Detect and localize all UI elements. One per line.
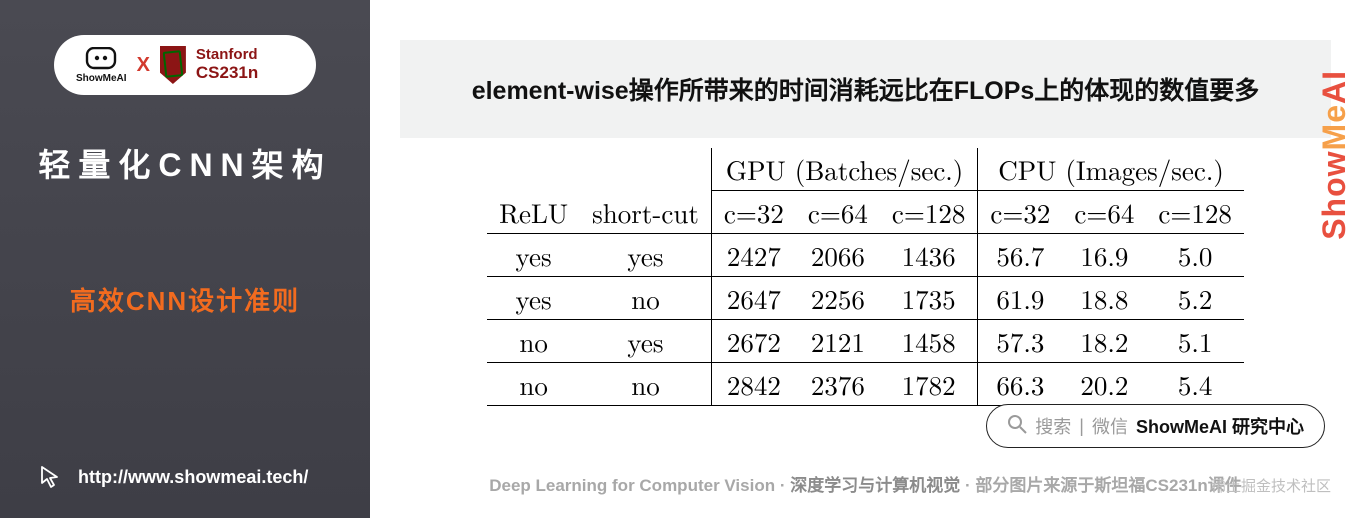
stanford-line2: CS231n bbox=[196, 64, 258, 83]
group-gpu: GPU (Batches/sec.) bbox=[711, 148, 978, 191]
table-cell: 56.7 bbox=[978, 234, 1063, 277]
badge-separator: X bbox=[137, 54, 150, 77]
table-cell: 1735 bbox=[880, 277, 978, 320]
table-cell: 5.1 bbox=[1146, 320, 1244, 363]
table-cell: 57.3 bbox=[978, 320, 1063, 363]
cursor-icon bbox=[38, 464, 64, 490]
table-cell: 2066 bbox=[796, 234, 880, 277]
table-cell: yes bbox=[580, 234, 711, 277]
search-prefix: 搜索 bbox=[1035, 413, 1071, 439]
stanford-shield-icon bbox=[160, 46, 186, 84]
showmeai-logo: ShowMeAI bbox=[76, 47, 127, 84]
caption-dot1: · bbox=[780, 476, 786, 495]
table-cell: 1458 bbox=[880, 320, 978, 363]
table-cell: 5.2 bbox=[1146, 277, 1244, 320]
table-row: yesyes24272066143656.716.95.0 bbox=[487, 234, 1244, 277]
table-cell: 18.2 bbox=[1062, 320, 1146, 363]
sidebar-heading-main: 轻量化CNN架构 bbox=[0, 140, 370, 186]
col-cpu-32: c=32 bbox=[978, 191, 1063, 234]
footer-link[interactable]: http://www.showmeai.tech/ bbox=[38, 464, 308, 490]
table-cell: no bbox=[580, 363, 711, 406]
table-cell: yes bbox=[487, 234, 580, 277]
table-cell: 2647 bbox=[711, 277, 796, 320]
caption-right: 部分图片来源于斯坦福CS231n课件 bbox=[975, 476, 1241, 495]
table-cell: 61.9 bbox=[978, 277, 1063, 320]
table-cell: yes bbox=[487, 277, 580, 320]
search-pill[interactable]: 搜索 | 微信 ShowMeAI 研究中心 bbox=[986, 404, 1325, 448]
caption-dot2: · bbox=[965, 476, 971, 495]
group-cpu: CPU (Images/sec.) bbox=[978, 148, 1244, 191]
showmeai-label: ShowMeAI bbox=[76, 73, 127, 84]
table-row: nono28422376178266.320.25.4 bbox=[487, 363, 1244, 406]
col-cpu-64: c=64 bbox=[1062, 191, 1146, 234]
table-row: yesno26472256173561.918.85.2 bbox=[487, 277, 1244, 320]
stanford-line1: Stanford bbox=[196, 47, 258, 64]
badge-container: ShowMeAI X Stanford CS231n bbox=[0, 35, 370, 95]
main-panel: element-wise操作所带来的时间消耗远比在FLOPs上的体现的数值要多 … bbox=[370, 0, 1361, 518]
search-icon bbox=[1007, 414, 1027, 439]
stanford-text: Stanford CS231n bbox=[196, 47, 258, 82]
search-brand: ShowMeAI 研究中心 bbox=[1136, 413, 1304, 439]
search-hint: 微信 bbox=[1092, 413, 1128, 439]
benchmark-table: GPU (Batches/sec.) CPU (Images/sec.) ReL… bbox=[400, 148, 1331, 406]
table-cell: no bbox=[580, 277, 711, 320]
search-divider: | bbox=[1079, 416, 1084, 437]
table-cell: 2121 bbox=[796, 320, 880, 363]
sidebar: ShowMeAI X Stanford CS231n 轻量化CNN架构 高效CN… bbox=[0, 0, 370, 518]
table-cell: 20.2 bbox=[1062, 363, 1146, 406]
table-cell: 16.9 bbox=[1062, 234, 1146, 277]
table-cell: 2376 bbox=[796, 363, 880, 406]
table-cell: yes bbox=[580, 320, 711, 363]
content-title: element-wise操作所带来的时间消耗远比在FLOPs上的体现的数值要多 bbox=[400, 40, 1331, 138]
col-cpu-128: c=128 bbox=[1146, 191, 1244, 234]
table-cell: 18.8 bbox=[1062, 277, 1146, 320]
caption-center: 深度学习与计算机视觉 bbox=[790, 476, 960, 495]
watermark: 稀土掘金技术社区 bbox=[1211, 475, 1331, 496]
col-relu: ReLU bbox=[487, 191, 580, 234]
table-cell: 2427 bbox=[711, 234, 796, 277]
footer-url: http://www.showmeai.tech/ bbox=[78, 467, 308, 488]
col-gpu-32: c=32 bbox=[711, 191, 796, 234]
col-gpu-128: c=128 bbox=[880, 191, 978, 234]
col-shortcut: short-cut bbox=[580, 191, 711, 234]
sidebar-heading-sub: 高效CNN设计准则 bbox=[0, 281, 370, 318]
table-cell: 2256 bbox=[796, 277, 880, 320]
table-cell: no bbox=[487, 320, 580, 363]
col-gpu-64: c=64 bbox=[796, 191, 880, 234]
brand-badge: ShowMeAI X Stanford CS231n bbox=[54, 35, 316, 95]
table-cell: 5.4 bbox=[1146, 363, 1244, 406]
side-brand: ShowMeAI bbox=[1316, 70, 1353, 240]
table-cell: 66.3 bbox=[978, 363, 1063, 406]
caption-left: Deep Learning for Computer Vision bbox=[489, 476, 775, 495]
table-cell: 5.0 bbox=[1146, 234, 1244, 277]
table-row: noyes26722121145857.318.25.1 bbox=[487, 320, 1244, 363]
table-cell: 1782 bbox=[880, 363, 978, 406]
table-cell: 2842 bbox=[711, 363, 796, 406]
table-cell: 1436 bbox=[880, 234, 978, 277]
table-cell: 2672 bbox=[711, 320, 796, 363]
table-cell: no bbox=[487, 363, 580, 406]
